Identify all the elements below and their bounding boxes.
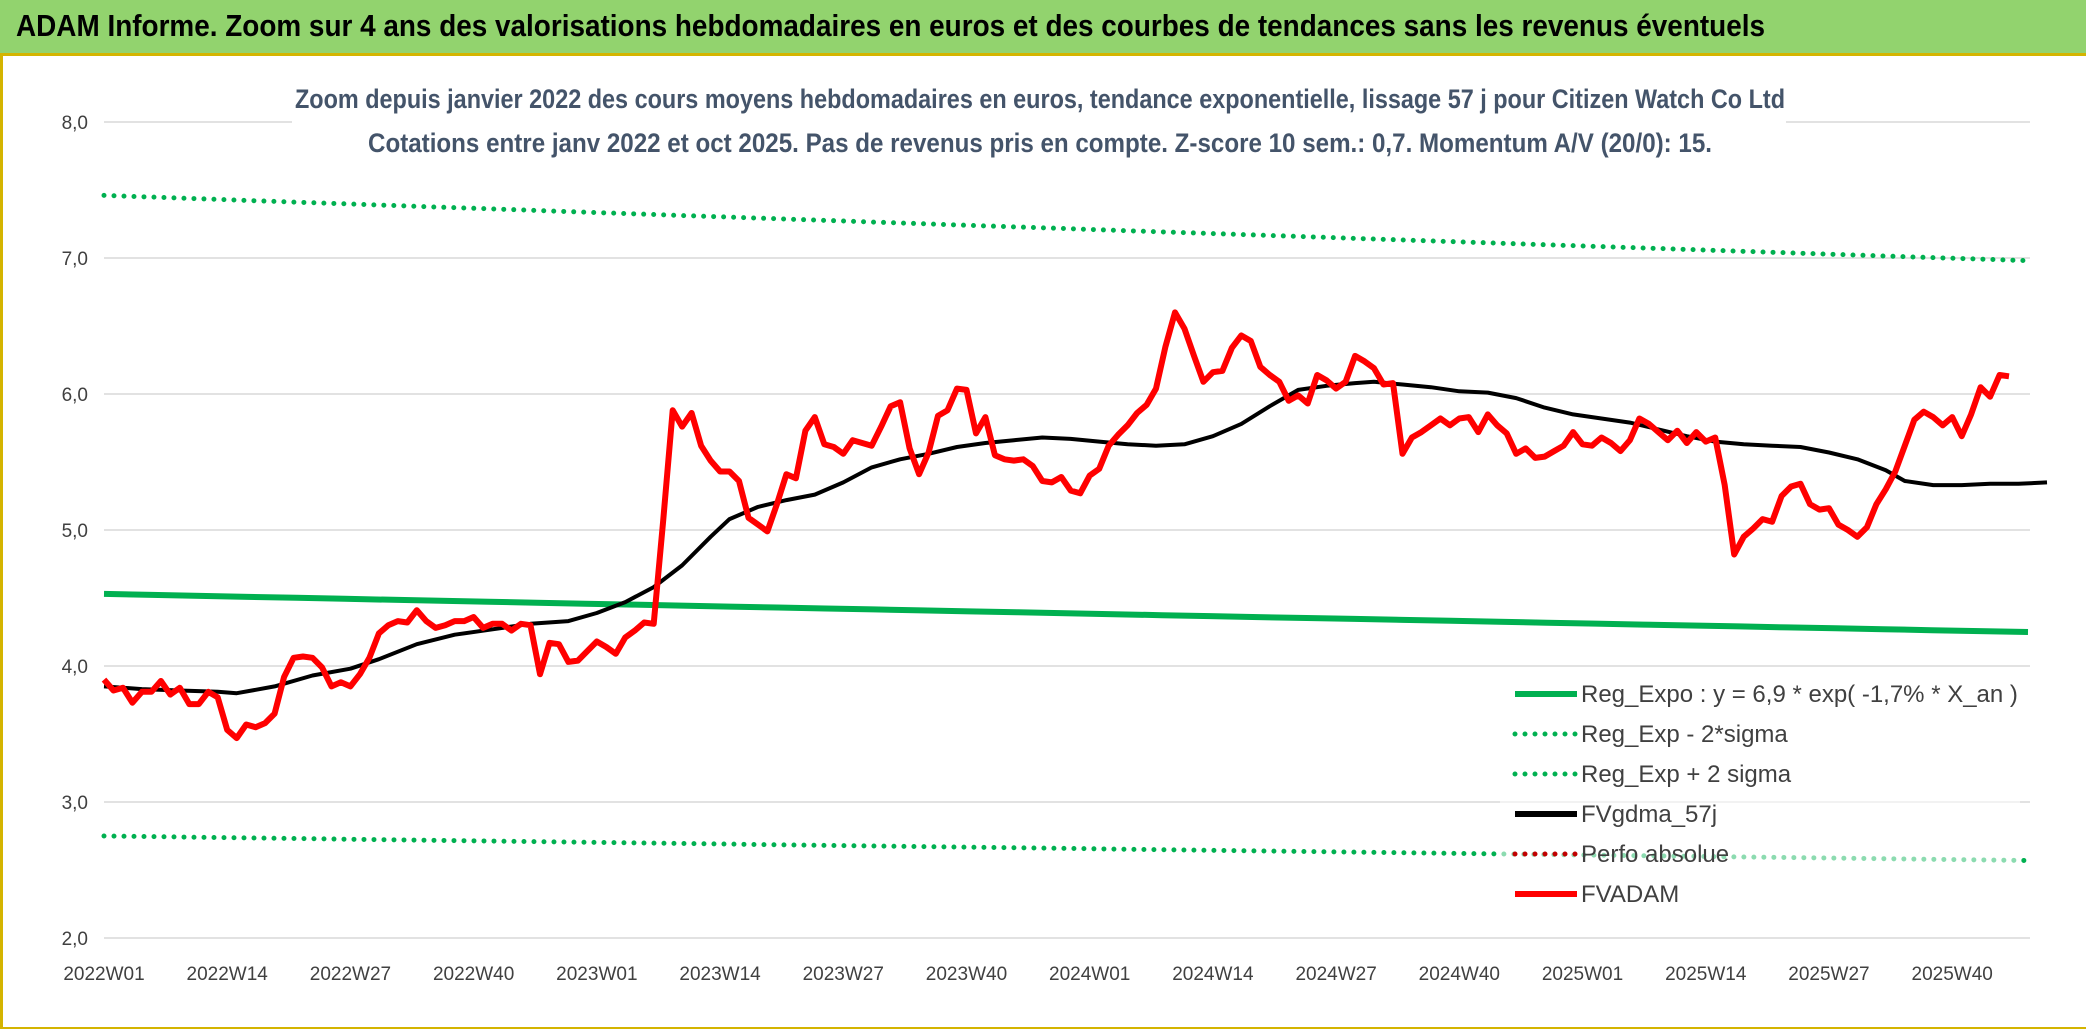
frame-border-bottom xyxy=(0,1027,2086,1031)
series-line-3 xyxy=(103,379,2048,696)
chart-legend: Reg_Expo : y = 6,9 * exp( -1,7% * X_an )… xyxy=(1500,668,2020,918)
x-tick-label: 2024W40 xyxy=(1419,964,1500,985)
legend-bg xyxy=(1500,668,2020,918)
x-tick-label: 2024W14 xyxy=(1172,964,1254,985)
y-tick-label: 6,0 xyxy=(62,385,88,406)
x-tick-label: 2022W40 xyxy=(433,964,514,985)
subtitle-bg-1 xyxy=(292,80,1786,128)
y-tick-label: 8,0 xyxy=(62,113,88,134)
legend-label: Reg_Exp - 2*sigma xyxy=(1581,721,1788,748)
x-tick-label: 2024W27 xyxy=(1295,964,1376,985)
series-layer xyxy=(101,192,2048,863)
chart-title-line2: Cotations entre janv 2022 et oct 2025. P… xyxy=(368,128,1712,158)
subtitle-bg-2 xyxy=(365,124,1713,168)
x-tick-label: 2023W14 xyxy=(679,964,761,985)
report-banner: ADAM Informe. Zoom sur 4 ans des valoris… xyxy=(0,0,2086,56)
series-line-1 xyxy=(101,833,2031,863)
legend-label: FVgdma_57j xyxy=(1581,801,1717,828)
x-tick-label: 2022W01 xyxy=(63,964,144,985)
x-tick-label: 2022W14 xyxy=(187,964,269,985)
x-tick-label: 2024W01 xyxy=(1049,964,1130,985)
legend-label: FVADAM xyxy=(1581,881,1679,908)
series-line-2 xyxy=(101,192,2031,264)
report-title: ADAM Informe. Zoom sur 4 ans des valoris… xyxy=(16,8,1765,43)
legend-label: Perfo absolue xyxy=(1581,841,1729,868)
frame-border-left xyxy=(0,56,3,1031)
x-tick-label: 2025W40 xyxy=(1912,964,1993,985)
legend-label: Reg_Exp + 2 sigma xyxy=(1581,761,1792,788)
x-tick-label: 2025W01 xyxy=(1542,964,1623,985)
x-tick-label: 2022W27 xyxy=(310,964,391,985)
y-tick-label: 4,0 xyxy=(62,657,88,678)
legend-label: Reg_Expo : y = 6,9 * exp( -1,7% * X_an ) xyxy=(1581,681,2018,708)
x-axis-ticks: 2022W01 2022W14 2022W27 2022W40 2023W01 2023W… xyxy=(63,964,1993,985)
series-line-0 xyxy=(103,590,2029,635)
y-tick-label: 7,0 xyxy=(62,249,88,270)
y-axis-ticks: 2,0 3,0 4,0 5,0 6,0 7,0 8,0 xyxy=(62,113,88,950)
x-tick-label: 2023W01 xyxy=(556,964,637,985)
chart-title-line1: Zoom depuis janvier 2022 des cours moyen… xyxy=(295,84,1785,114)
y-tick-label: 3,0 xyxy=(62,793,88,814)
x-tick-label: 2023W27 xyxy=(803,964,884,985)
x-tick-label: 2023W40 xyxy=(926,964,1007,985)
y-tick-label: 5,0 xyxy=(62,521,88,542)
x-tick-label: 2025W14 xyxy=(1665,964,1747,985)
y-tick-label: 2,0 xyxy=(62,929,88,950)
x-tick-label: 2025W27 xyxy=(1788,964,1869,985)
series-line-5 xyxy=(101,309,2010,742)
